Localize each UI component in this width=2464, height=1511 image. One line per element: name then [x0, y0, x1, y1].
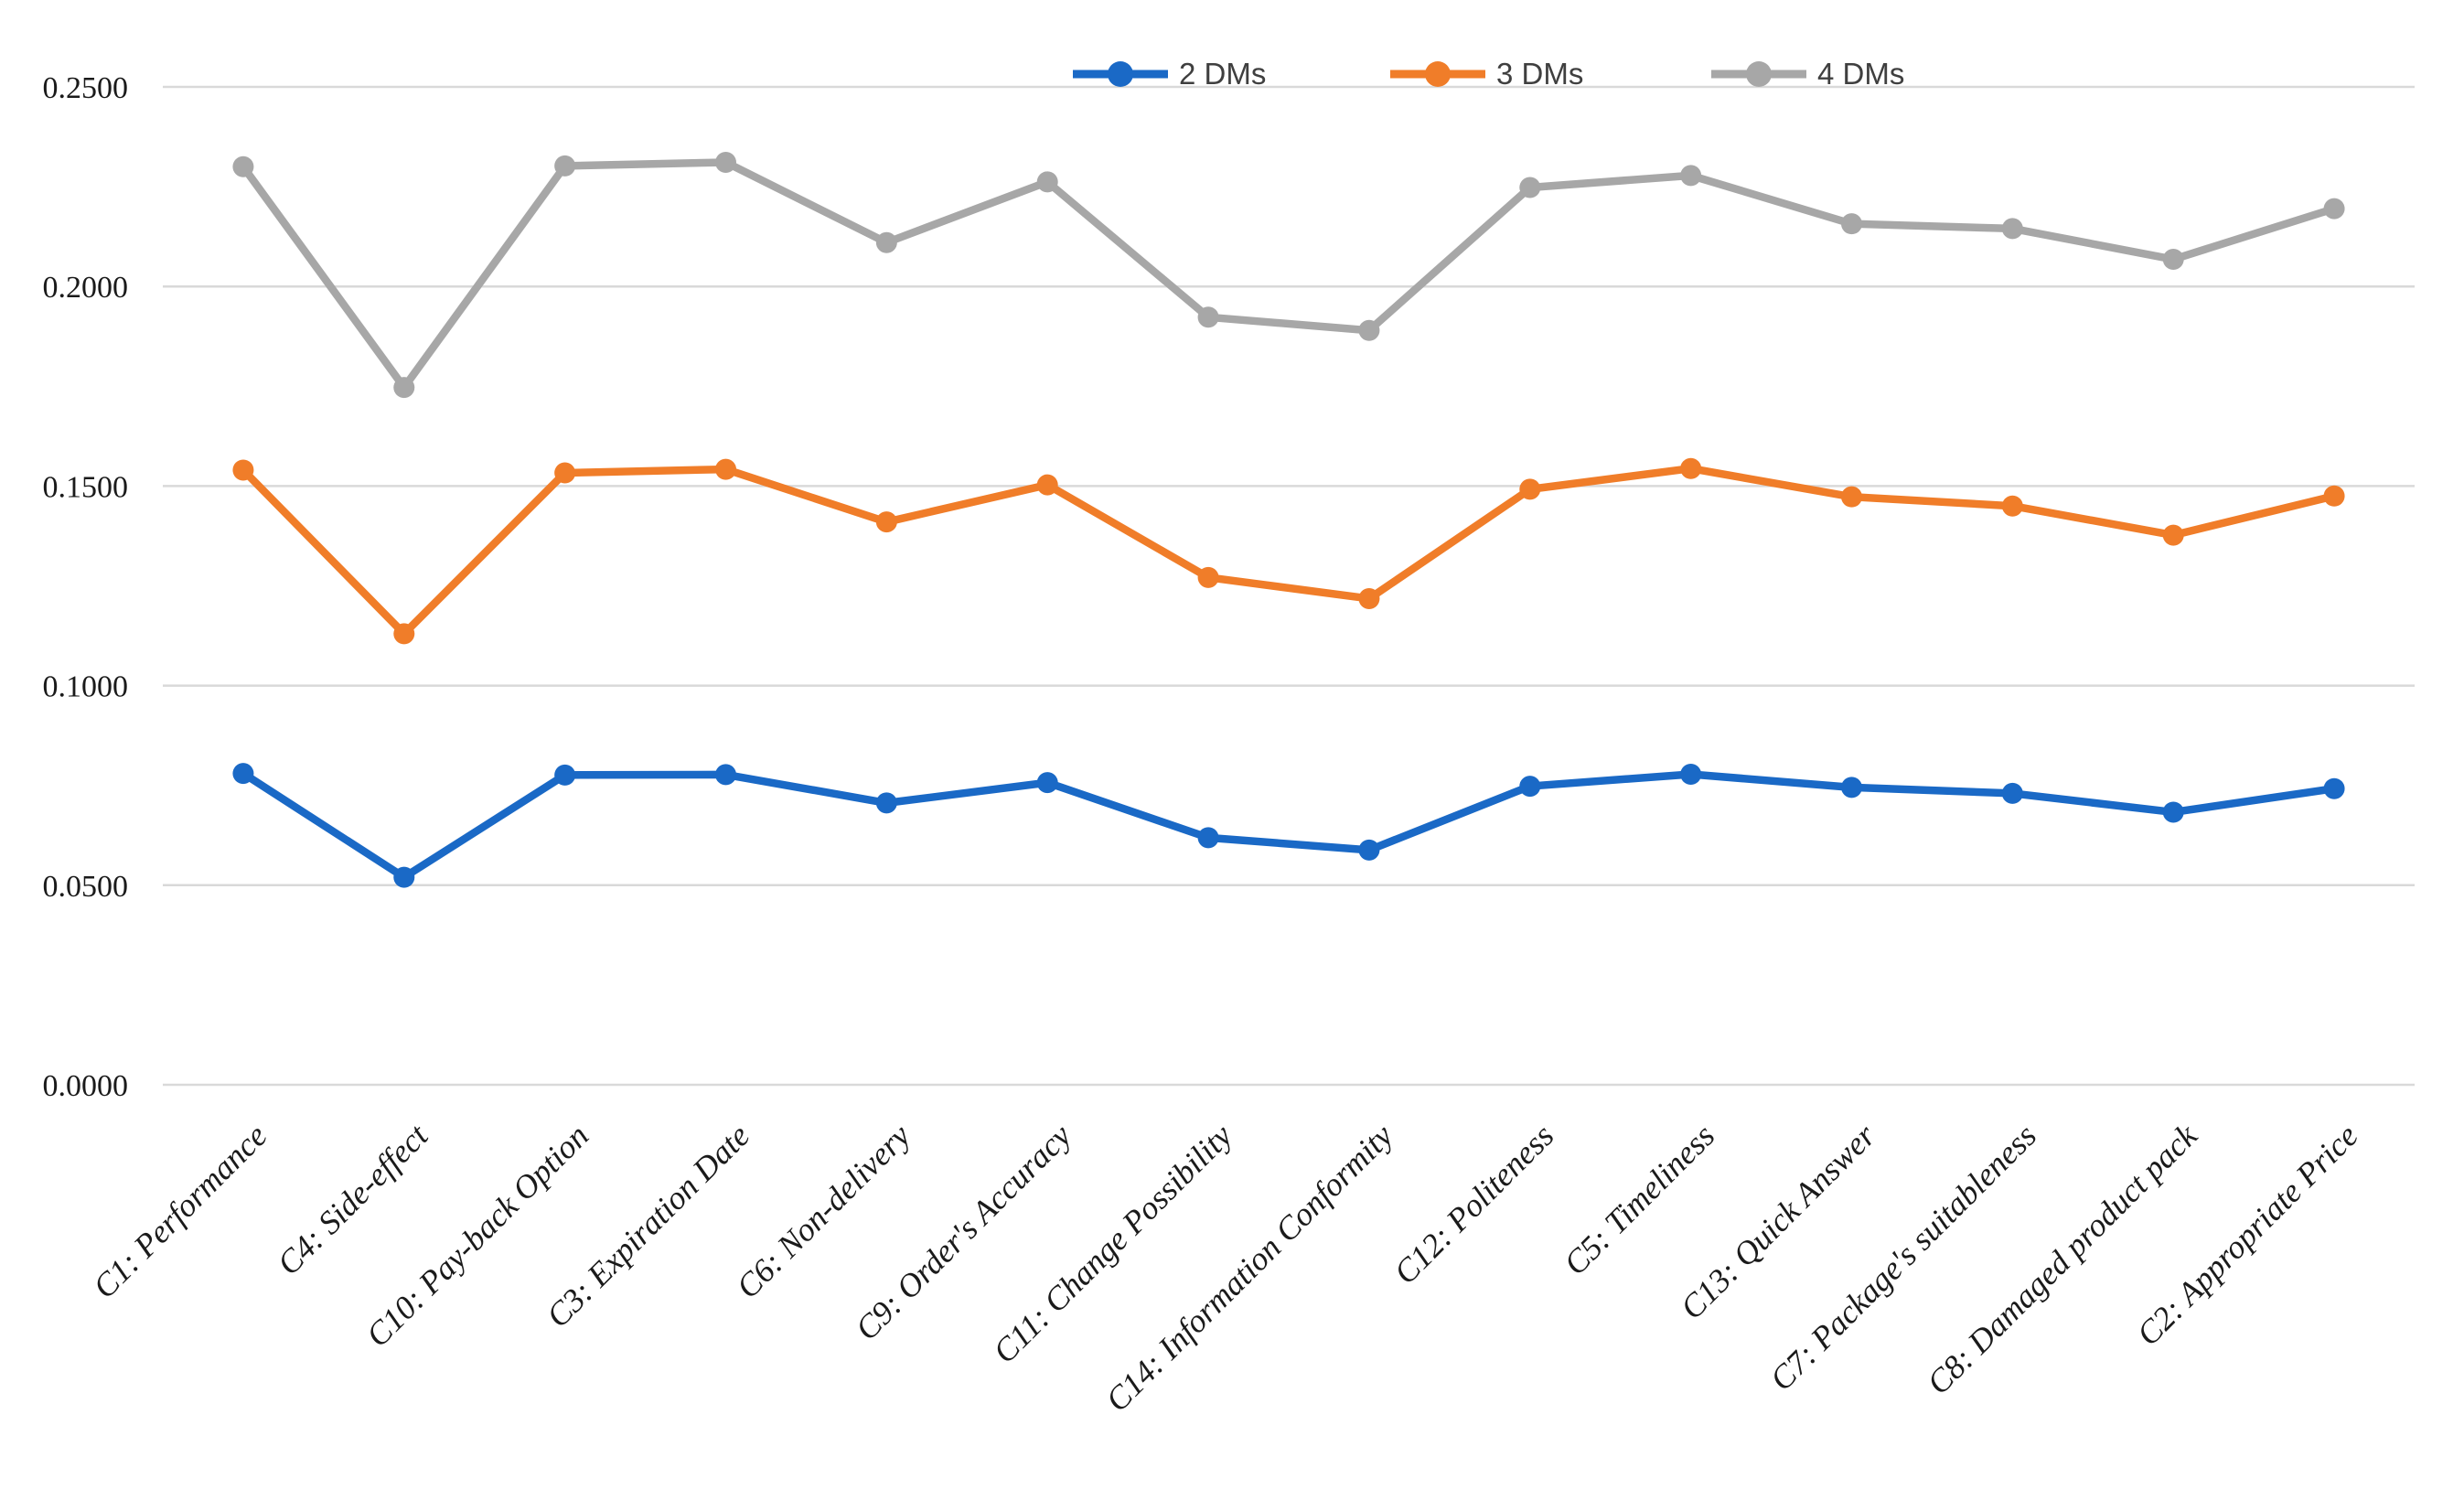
- data-point-3-dms-c3-expiration-date: [715, 458, 736, 480]
- data-point-3-dms-c7-package-s-suitableness: [2001, 495, 2023, 517]
- y-tick-label-0-1500: 0.1500: [43, 470, 129, 504]
- data-point-4-dms-c8-damaged-product-pack: [2162, 249, 2184, 271]
- y-tick-label-0-2000: 0.2000: [43, 271, 129, 305]
- data-point-3-dms-c2-appropriate-price: [2323, 485, 2345, 507]
- data-point-4-dms-c2-appropriate-price: [2323, 198, 2345, 220]
- series-line-2-dms: [239, 769, 2339, 882]
- data-point-2-dms-c14-information-conformity: [1358, 839, 1380, 861]
- data-point-4-dms-c7-package-s-suitableness: [2001, 218, 2023, 240]
- legend-label-3-dms: 3 DMs: [1496, 57, 1583, 91]
- category-label-c5-timeliness: C5: Timeliness: [1557, 1117, 1721, 1281]
- legend-label-2-dms: 2 DMs: [1179, 57, 1266, 91]
- legend-dot-icon-3-dms: [1425, 61, 1451, 87]
- data-point-3-dms-c5-timeliness: [1680, 457, 1702, 479]
- legend-dot-icon-4-dms: [1746, 61, 1772, 87]
- data-point-2-dms-c1-performance: [232, 763, 254, 785]
- data-point-3-dms-c13-quick-answer: [1841, 486, 1862, 508]
- data-point-4-dms-c12-politeness: [1519, 177, 1541, 198]
- data-point-3-dms-c12-politeness: [1519, 478, 1541, 500]
- data-point-3-dms-c11-change-possibility: [1197, 566, 1219, 588]
- data-point-2-dms-c9-order-s-accuracy: [1036, 772, 1058, 794]
- y-tick-label-0-0000: 0.0000: [43, 1069, 129, 1103]
- data-point-3-dms-c8-damaged-product-pack: [2162, 524, 2184, 546]
- legend-dot-icon-2-dms: [1108, 61, 1133, 87]
- data-point-4-dms-c3-expiration-date: [715, 151, 736, 173]
- data-point-4-dms-c5-timeliness: [1680, 165, 1702, 187]
- data-point-2-dms-c5-timeliness: [1680, 763, 1702, 785]
- category-label-c1-performance: C1: Performance: [86, 1117, 274, 1305]
- data-point-4-dms-c9-order-s-accuracy: [1036, 171, 1058, 193]
- legend-item-3-dms: 3 DMs: [1390, 57, 1583, 91]
- data-point-2-dms-c6-non-delivery: [875, 792, 897, 814]
- data-point-2-dms-c10-pay-back-option: [554, 764, 576, 786]
- data-point-4-dms-c6-non-delivery: [875, 231, 897, 253]
- data-point-4-dms-c4-side-effect: [393, 377, 415, 399]
- data-point-4-dms-c11-change-possibility: [1197, 306, 1219, 328]
- y-tick-label-0-2500: 0.2500: [43, 71, 129, 105]
- data-point-3-dms-c4-side-effect: [393, 623, 415, 645]
- data-point-2-dms-c4-side-effect: [393, 866, 415, 888]
- category-label-c12-politeness: C12: Politeness: [1387, 1117, 1560, 1291]
- category-label-c14-information-conformity: C14: Information Conformity: [1098, 1117, 1400, 1419]
- category-label-c8-damaged-product-pack: C8: Damaged product pack: [1920, 1117, 2205, 1402]
- data-point-2-dms-c8-damaged-product-pack: [2162, 801, 2184, 823]
- data-point-3-dms-c14-information-conformity: [1358, 587, 1380, 609]
- data-point-3-dms-c9-order-s-accuracy: [1036, 474, 1058, 496]
- data-point-3-dms-c10-pay-back-option: [554, 462, 576, 484]
- y-tick-label-0-0500: 0.0500: [43, 870, 129, 904]
- category-label-c7-package-s-suitableness: C7: Package's suitableness: [1762, 1117, 2043, 1398]
- data-point-2-dms-c7-package-s-suitableness: [2001, 782, 2023, 804]
- data-point-4-dms-c13-quick-answer: [1841, 213, 1862, 235]
- data-point-3-dms-c6-non-delivery: [875, 511, 897, 533]
- data-point-2-dms-c11-change-possibility: [1197, 827, 1219, 849]
- legend-label-4-dms: 4 DMs: [1817, 57, 1904, 91]
- data-point-2-dms-c12-politeness: [1519, 776, 1541, 798]
- category-label-c4-side-effect: C4: Side-effect: [270, 1117, 435, 1282]
- data-point-3-dms-c1-performance: [232, 459, 254, 481]
- data-point-2-dms-c13-quick-answer: [1841, 777, 1862, 798]
- series-line-3-dms: [239, 464, 2339, 638]
- legend-item-4-dms: 4 DMs: [1711, 57, 1904, 91]
- data-point-2-dms-c3-expiration-date: [715, 764, 736, 786]
- series-line-4-dms: [239, 158, 2339, 391]
- data-point-4-dms-c14-information-conformity: [1358, 319, 1380, 341]
- legend-item-2-dms: 2 DMs: [1073, 57, 1266, 91]
- data-point-4-dms-c1-performance: [232, 155, 254, 177]
- data-point-2-dms-c2-appropriate-price: [2323, 777, 2345, 799]
- category-label-c6-non-delivery: C6: Non-delivery: [729, 1117, 917, 1305]
- y-tick-label-0-1000: 0.1000: [43, 670, 129, 704]
- data-point-4-dms-c10-pay-back-option: [554, 155, 576, 177]
